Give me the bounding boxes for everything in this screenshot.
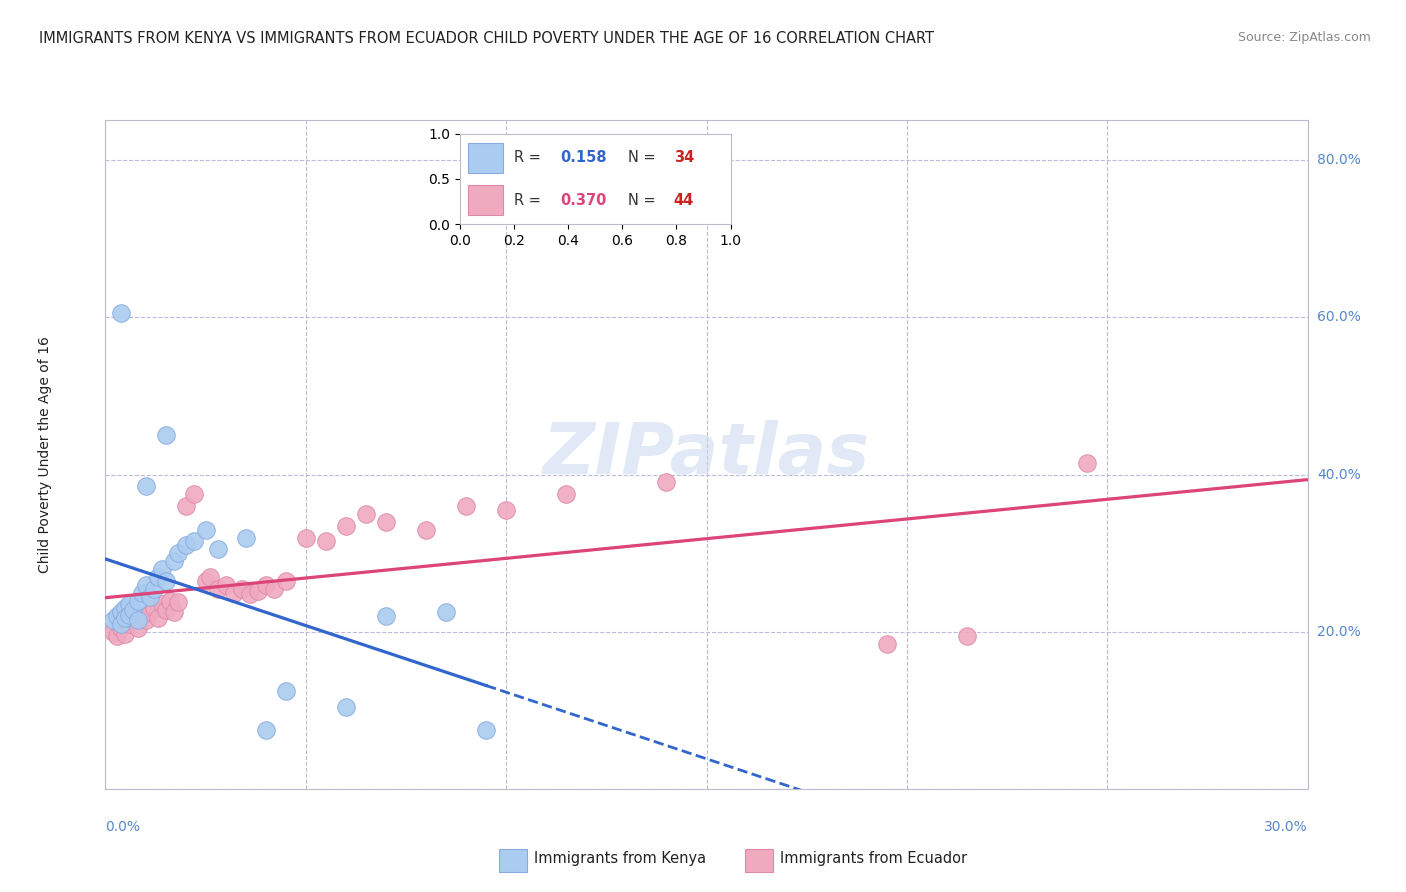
Point [162, 554, 184, 568]
Point [222, 585, 245, 599]
Point [162, 605, 184, 619]
Point [231, 582, 253, 596]
Text: IMMIGRANTS FROM KENYA VS IMMIGRANTS FROM ECUADOR CHILD POVERTY UNDER THE AGE OF : IMMIGRANTS FROM KENYA VS IMMIGRANTS FROM… [39, 31, 935, 46]
Point [207, 542, 229, 557]
Point [103, 613, 125, 627]
Point [254, 578, 277, 592]
Point [335, 699, 357, 714]
Point [150, 562, 173, 576]
Point [146, 611, 169, 625]
Point [555, 487, 578, 501]
Point [166, 546, 188, 560]
Point [155, 428, 177, 442]
Point [114, 626, 136, 640]
Text: ZIPatlas: ZIPatlas [543, 420, 870, 490]
Point [475, 723, 498, 738]
Text: 0.0%: 0.0% [105, 820, 141, 833]
Point [110, 617, 132, 632]
Text: Immigrants from Ecuador: Immigrants from Ecuador [780, 851, 967, 865]
Point [114, 613, 136, 627]
Point [135, 578, 157, 592]
Text: Immigrants from Kenya: Immigrants from Kenya [534, 851, 706, 865]
Text: 40.0%: 40.0% [1317, 467, 1361, 482]
Point [127, 613, 149, 627]
Point [118, 598, 141, 612]
Point [138, 590, 160, 604]
Point [239, 587, 262, 601]
Point [194, 574, 217, 588]
Point [295, 531, 318, 545]
Point [194, 523, 217, 537]
Point [454, 499, 477, 513]
Text: Source: ZipAtlas.com: Source: ZipAtlas.com [1237, 31, 1371, 45]
Point [274, 684, 297, 698]
Point [246, 584, 269, 599]
Point [956, 629, 979, 643]
Point [198, 570, 221, 584]
Point [183, 534, 205, 549]
Point [876, 637, 898, 651]
Text: 60.0%: 60.0% [1317, 310, 1361, 324]
Point [655, 475, 678, 490]
Point [107, 609, 129, 624]
Point [183, 487, 205, 501]
Point [374, 515, 398, 529]
Point [118, 617, 141, 632]
Point [142, 582, 165, 596]
Point [235, 531, 257, 545]
Text: 80.0%: 80.0% [1317, 153, 1361, 167]
Point [138, 605, 160, 619]
Point [146, 570, 169, 584]
Point [374, 609, 398, 624]
Point [150, 598, 173, 612]
Point [415, 523, 437, 537]
Point [131, 609, 153, 624]
Point [335, 518, 357, 533]
Point [135, 613, 157, 627]
Point [127, 621, 149, 635]
Point [110, 621, 132, 635]
Point [107, 629, 129, 643]
Point [434, 605, 457, 619]
Point [103, 625, 125, 640]
Point [127, 593, 149, 607]
Text: 20.0%: 20.0% [1317, 625, 1361, 639]
Point [315, 534, 337, 549]
Point [254, 723, 277, 738]
Point [118, 607, 141, 622]
Point [174, 538, 197, 552]
Point [214, 578, 236, 592]
Point [122, 611, 145, 625]
Point [274, 574, 297, 588]
Point [155, 603, 177, 617]
Point [122, 603, 145, 617]
Point [114, 601, 136, 615]
Text: Child Poverty Under the Age of 16: Child Poverty Under the Age of 16 [38, 336, 52, 574]
Point [263, 582, 285, 596]
Point [1076, 456, 1098, 470]
Point [135, 479, 157, 493]
Point [114, 611, 136, 625]
Point [174, 499, 197, 513]
Point [159, 593, 181, 607]
Point [110, 306, 132, 320]
Point [354, 507, 377, 521]
Point [166, 595, 188, 609]
Point [142, 601, 165, 615]
Text: 30.0%: 30.0% [1264, 820, 1308, 833]
Point [207, 582, 229, 596]
Point [155, 574, 177, 588]
Point [110, 605, 132, 619]
Point [495, 503, 517, 517]
Point [131, 585, 153, 599]
